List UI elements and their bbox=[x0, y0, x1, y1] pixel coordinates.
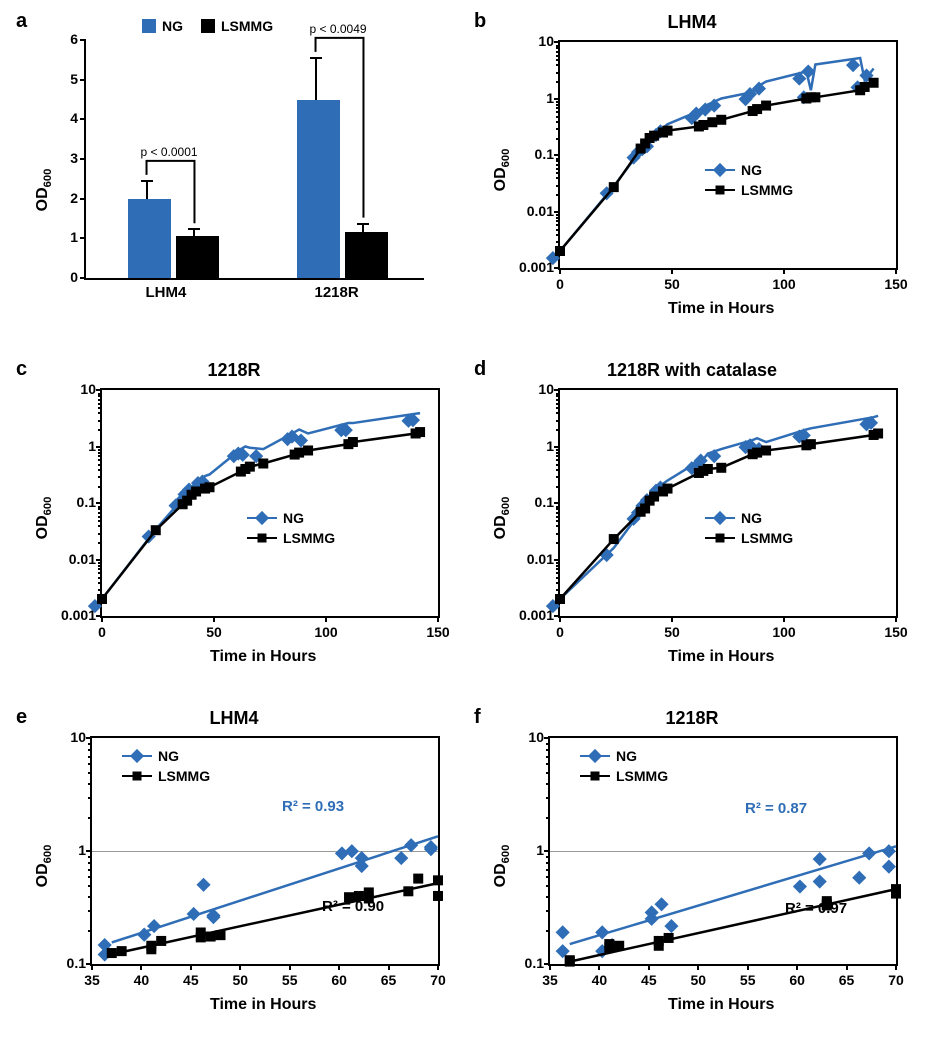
line-plot: 0.11103540455055606570NGLSMMGR² = 0.93R²… bbox=[90, 736, 440, 966]
panel-c: c 1218R OD600 0.0010.010.1110050100150NG… bbox=[10, 358, 458, 688]
x-axis-label: Time in Hours bbox=[668, 300, 774, 318]
legend: NGLSMMG bbox=[705, 162, 793, 202]
panel-letter: b bbox=[474, 10, 486, 33]
panel-letter: c bbox=[16, 358, 27, 381]
x-axis-label: Time in Hours bbox=[210, 648, 316, 666]
x-axis-label: Time in Hours bbox=[210, 996, 316, 1014]
panel-d: d 1218R with catalase OD600 0.0010.010.1… bbox=[468, 358, 916, 688]
legend: NGLSMMG bbox=[247, 510, 335, 550]
panel-letter: f bbox=[474, 706, 481, 729]
line-plot: 0.0010.010.1110050100150NGLSMMG bbox=[558, 40, 898, 270]
panel-e: e LHM4 OD600 0.11103540455055606570NGLSM… bbox=[10, 706, 458, 1036]
line-plot: 0.11103540455055606570NGLSMMGR² = 0.87R²… bbox=[548, 736, 898, 966]
panel-letter: a bbox=[16, 10, 27, 33]
panel-letter: d bbox=[474, 358, 486, 381]
panel-title: LHM4 bbox=[668, 12, 717, 33]
legend: NGLSMMG bbox=[580, 748, 668, 788]
panel-title: 1218R with catalase bbox=[607, 360, 777, 381]
x-axis-label: Time in Hours bbox=[668, 648, 774, 666]
panel-title: LHM4 bbox=[210, 708, 259, 729]
legend: NGLSMMG bbox=[142, 18, 273, 38]
x-axis-label: Time in Hours bbox=[668, 996, 774, 1014]
panel-b: b LHM4 OD600 0.0010.010.1110050100150NGL… bbox=[468, 10, 916, 340]
panel-title: 1218R bbox=[207, 360, 260, 381]
panel-letter: e bbox=[16, 706, 27, 729]
y-axis-label: OD600 bbox=[34, 169, 54, 212]
figure-grid: a OD600 0123456NGLSMMGLHM4p < 0.00011218… bbox=[10, 10, 916, 1036]
panel-title: 1218R bbox=[665, 708, 718, 729]
line-plot: 0.0010.010.1110050100150NGLSMMG bbox=[558, 388, 898, 618]
legend: NGLSMMG bbox=[122, 748, 210, 788]
legend: NGLSMMG bbox=[705, 510, 793, 550]
bar-plot: 0123456NGLSMMGLHM4p < 0.00011218Rp < 0.0… bbox=[84, 40, 424, 280]
panel-f: f 1218R OD600 0.11103540455055606570NGLS… bbox=[468, 706, 916, 1036]
line-plot: 0.0010.010.1110050100150NGLSMMG bbox=[100, 388, 440, 618]
panel-a: a OD600 0123456NGLSMMGLHM4p < 0.00011218… bbox=[10, 10, 458, 340]
